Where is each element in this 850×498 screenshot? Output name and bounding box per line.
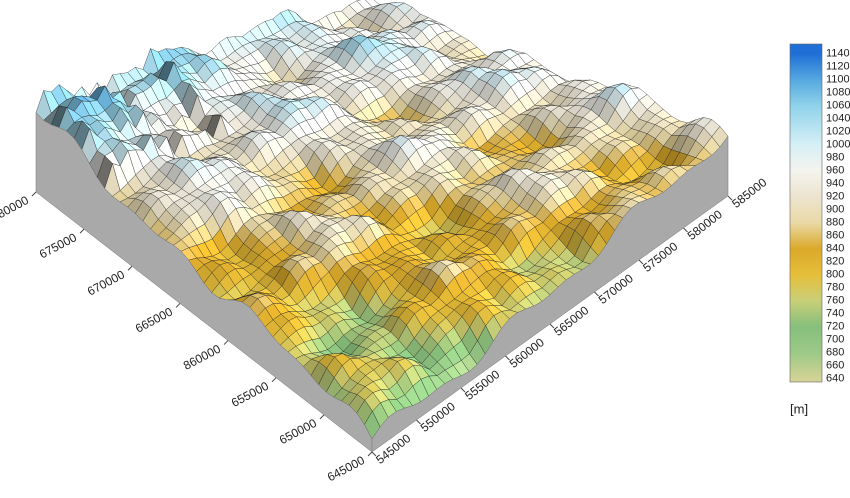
- colorbar-tick-label: 740: [826, 308, 844, 320]
- colorbar-tick-label: 820: [826, 256, 844, 268]
- x-tick: [727, 195, 733, 201]
- colorbar-tick-label: 1120: [826, 61, 850, 73]
- y-tick-label: 650000: [277, 416, 319, 447]
- colorbar-tick-label: 760: [826, 295, 844, 307]
- colorbar-tick-label: 1140: [826, 48, 850, 60]
- y-tick-label: 860000: [181, 342, 223, 373]
- x-tick: [371, 451, 377, 457]
- y-tick: [127, 265, 133, 271]
- colorbar-tick-label: 700: [826, 334, 844, 346]
- y-tick: [79, 228, 85, 234]
- y-tick: [367, 451, 373, 457]
- colorbar-tick-label: 840: [826, 243, 844, 255]
- colorbar-tick-label: 1100: [826, 74, 850, 86]
- y-tick: [271, 377, 277, 383]
- x-tick: [549, 323, 555, 329]
- y-tick-label: 670000: [85, 267, 127, 298]
- colorbar: [789, 43, 823, 383]
- colorbar-tick-label: 860: [826, 230, 844, 242]
- y-tick: [175, 303, 181, 308]
- colorbar-tick-label: 680: [826, 347, 844, 359]
- colorbar-label: [m]: [790, 401, 808, 416]
- y-tick-label: 645000: [325, 453, 367, 484]
- colorbar-tick-label: 920: [826, 191, 844, 203]
- x-tick: [505, 355, 510, 361]
- colorbar-tick-label: 640: [826, 373, 844, 385]
- colorbar-tick-label: 1020: [826, 126, 850, 138]
- colorbar-tick-label: 720: [826, 321, 844, 333]
- colorbar-tick-label: 960: [826, 165, 844, 177]
- colorbar-tick-label: 780: [826, 282, 844, 294]
- colorbar-tick-label: 660: [826, 360, 844, 372]
- y-tick: [319, 414, 325, 420]
- colorbar-tick-label: 1000: [826, 139, 850, 151]
- y-tick-label: 675000: [37, 230, 79, 261]
- y-tick-label: 655000: [229, 379, 271, 410]
- colorbar-tick-label: 900: [826, 204, 844, 216]
- colorbar-tick-label: 880: [826, 217, 844, 229]
- x-tick-label: 585000: [729, 175, 769, 211]
- colorbar-tick-label: 800: [826, 269, 844, 281]
- x-tick: [416, 419, 421, 425]
- x-tick: [638, 259, 644, 265]
- y-tick-label: 665000: [133, 304, 175, 335]
- colorbar-tick-label: 980: [826, 152, 844, 164]
- x-tick: [460, 387, 466, 393]
- colorbar-tick-label: 1080: [826, 87, 850, 99]
- y-tick: [223, 340, 229, 345]
- x-tick: [683, 227, 688, 233]
- y-tick-label: 680000: [0, 193, 31, 224]
- colorbar-tick-label: 1040: [826, 113, 850, 125]
- y-tick: [31, 191, 37, 197]
- x-tick: [594, 291, 599, 297]
- colorbar-tick-label: 1060: [826, 100, 850, 112]
- colorbar-tick-label: 940: [826, 178, 844, 190]
- terrain: [35, 0, 729, 453]
